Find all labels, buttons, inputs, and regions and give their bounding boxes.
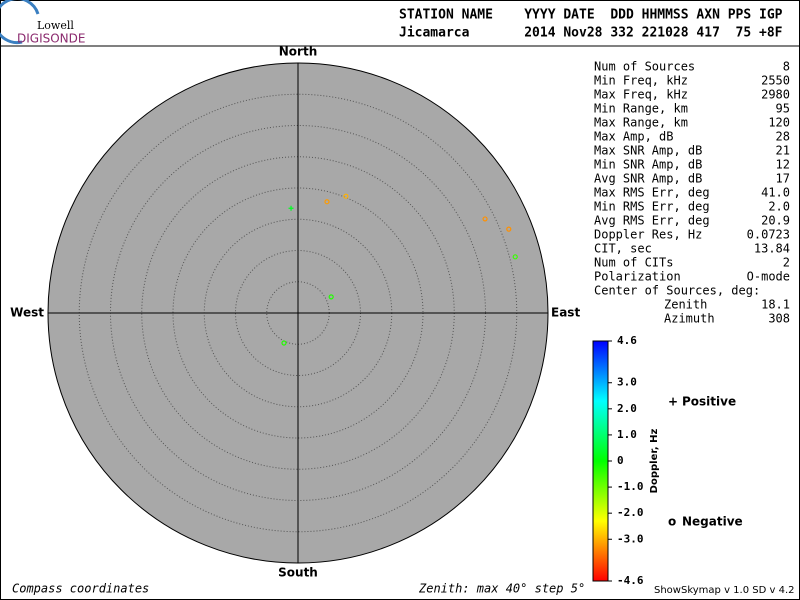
stat-label: Max SNR Amp, dB: [594, 144, 702, 158]
stat-value: 28: [776, 130, 790, 144]
stat-value: O-mode: [747, 270, 790, 284]
stat-value: 12: [776, 158, 790, 172]
stat-label: Min Freq, kHz: [594, 74, 688, 88]
stat-label: Max Freq, kHz: [594, 88, 688, 102]
stat-value: 2550: [761, 74, 790, 88]
stat-label: CIT, sec: [594, 242, 652, 256]
source-point: [512, 254, 518, 260]
stat-label: Doppler Res, Hz: [594, 228, 702, 242]
source-point: [324, 199, 330, 205]
colorbar-tick-label: 3.0: [617, 376, 637, 389]
stat-value: 41.0: [761, 186, 790, 200]
stat-label: Num of CITs: [594, 256, 673, 270]
footer-left: Compass coordinates: [12, 582, 149, 596]
center-value: 308: [768, 312, 790, 326]
legend-symbol: o: [668, 515, 676, 529]
south-label: South: [278, 566, 318, 580]
colorbar-tick-label: -2.0: [617, 506, 644, 519]
east-label: East: [551, 306, 580, 320]
stat-value: 95: [776, 102, 790, 116]
stat-value: 2980: [761, 88, 790, 102]
logo-top: Lowell: [37, 19, 74, 32]
stat-label: Max Amp, dB: [594, 130, 673, 144]
source-point: [482, 216, 488, 222]
source-point: [506, 226, 512, 232]
source-point: [288, 205, 294, 211]
logo-bottom: DIGISONDE: [17, 32, 85, 46]
footer-middle: Zenith: max 40° step 5°: [418, 582, 585, 596]
west-label: West: [10, 306, 44, 320]
colorbar-tick-label: -3.0: [617, 532, 644, 545]
footer-right: ShowSkymap v 1.0 SD v 4.2: [654, 585, 794, 596]
center-value: 18.1: [761, 298, 790, 312]
stat-value: 8: [783, 60, 790, 74]
source-point: [343, 193, 349, 199]
stat-value: 17: [776, 172, 790, 186]
stat-label: Avg RMS Err, deg: [594, 214, 710, 228]
legend-symbol: +: [668, 395, 678, 409]
center-title: Center of Sources, deg:: [594, 284, 760, 298]
colorbar: [592, 340, 609, 582]
stat-value: 0.0723: [747, 228, 790, 242]
source-point: [328, 294, 334, 300]
colorbar-tick-label: 2.0: [617, 402, 637, 415]
stat-value: 120: [768, 116, 790, 130]
legend-label: Positive: [682, 395, 736, 409]
colorbar-tick-label: -4.6: [617, 574, 644, 587]
stat-value: 21: [776, 144, 790, 158]
stat-label: Num of Sources: [594, 60, 695, 74]
stat-value: 13.84: [754, 242, 790, 256]
stat-label: Min Range, km: [594, 102, 688, 116]
stat-value: 2: [783, 256, 790, 270]
logo-swoosh: [0, 0, 40, 45]
colorbar-tick-label: -1.0: [617, 480, 644, 493]
stat-label: Avg SNR Amp, dB: [594, 172, 702, 186]
header-values: Jicamarca 2014 Nov28 332 221028 417 75 +…: [399, 26, 783, 41]
stat-value: 2.0: [768, 200, 790, 214]
colorbar-tick-label: 1.0: [617, 428, 637, 441]
colorbar-label: Doppler, Hz: [649, 429, 660, 494]
north-label: North: [279, 45, 317, 59]
stat-label: Min SNR Amp, dB: [594, 158, 702, 172]
stat-label: Max RMS Err, deg: [594, 186, 710, 200]
stat-value: 20.9: [761, 214, 790, 228]
header-labels: STATION NAME YYYY DATE DDD HHMMSS AXN PP…: [399, 8, 783, 23]
source-point: [281, 340, 287, 346]
stat-label: Min RMS Err, deg: [594, 200, 710, 214]
stat-label: Max Range, km: [594, 116, 688, 130]
center-label: Azimuth: [664, 312, 715, 326]
colorbar-tick-label: 4.6: [617, 334, 637, 347]
stat-label: Polarization: [594, 270, 681, 284]
legend-label: Negative: [682, 515, 743, 529]
center-label: Zenith: [664, 298, 707, 312]
colorbar-tick-label: 0: [617, 454, 624, 467]
